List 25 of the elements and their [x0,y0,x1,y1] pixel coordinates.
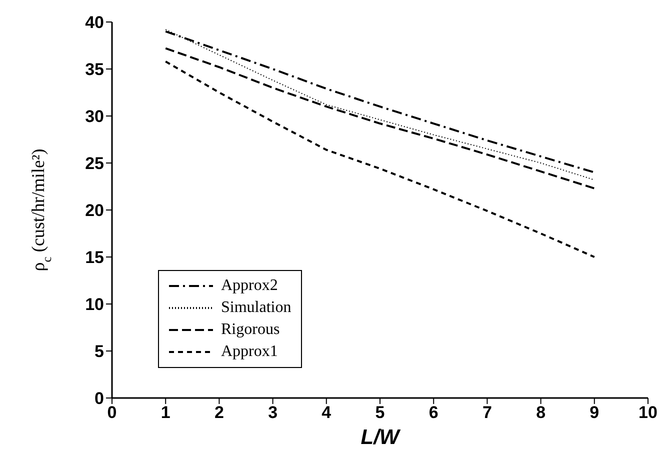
legend-label: Simulation [221,299,292,317]
x-tick-label: 3 [268,403,278,422]
y-tick-label: 35 [85,60,104,80]
y-tick-label: 20 [85,201,104,220]
y-tick-label: 15 [85,248,104,268]
x-tick-label: 2 [214,403,224,422]
y-tick-label: 40 [85,13,104,32]
x-tick-label: 1 [160,403,170,422]
y-tick-label: 10 [85,295,104,314]
x-tick-label: 7 [482,403,492,422]
x-tick-label: 4 [322,403,332,422]
y-tick-label: 0 [94,389,104,408]
y-tick-label: 5 [94,342,104,362]
x-tick-label: 8 [536,403,546,422]
y-tick-label: 30 [85,107,104,126]
legend-label: Approx1 [221,343,278,361]
legend-label: Approx2 [221,277,278,295]
x-tick-label: 5 [375,403,385,422]
x-tick-label: 10 [638,403,658,422]
x-tick-label: 9 [590,403,600,422]
legend-label: Rigorous [221,321,280,339]
x-tick-label: 6 [428,403,438,422]
x-tick-label: 0 [107,403,117,422]
x-axis-title: L/W [360,426,402,449]
y-tick-label: 25 [85,154,104,174]
